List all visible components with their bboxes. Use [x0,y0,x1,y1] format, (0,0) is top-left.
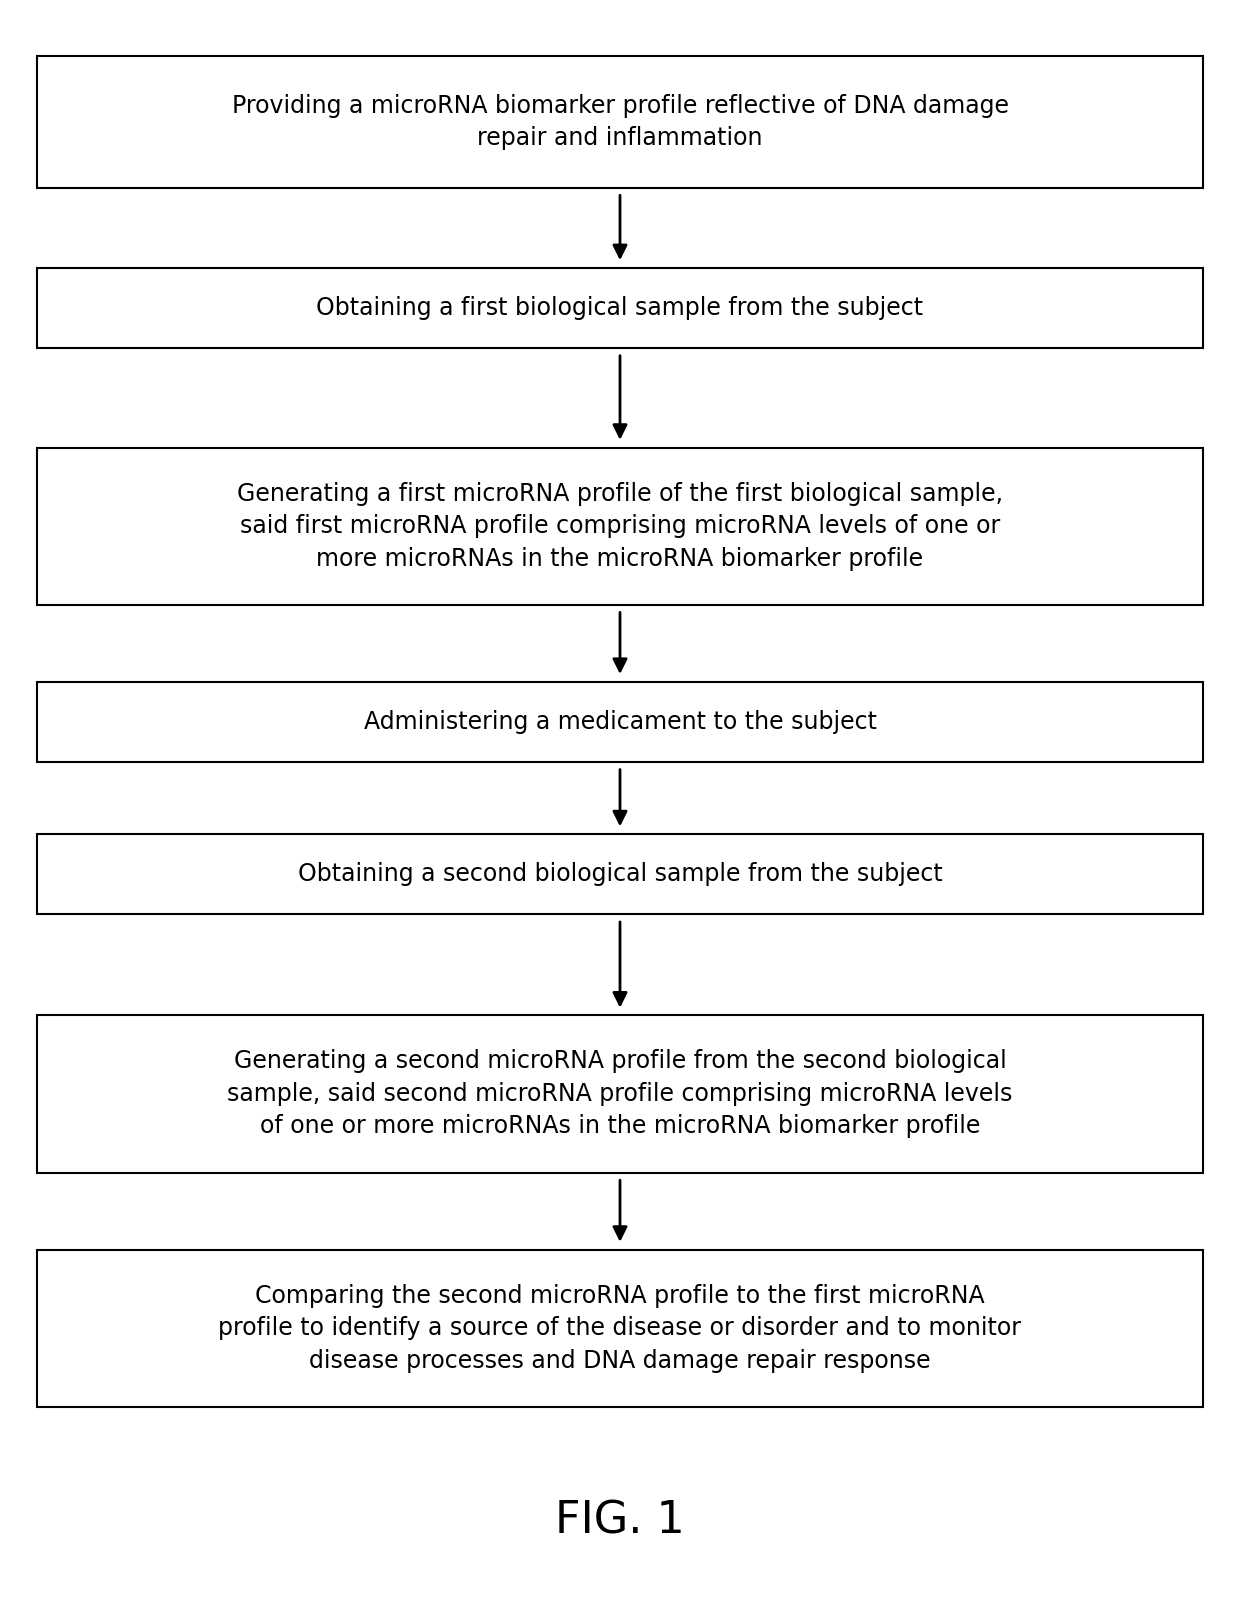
FancyBboxPatch shape [37,56,1203,188]
FancyBboxPatch shape [37,268,1203,348]
Text: Generating a first microRNA profile of the first biological sample,
said first m: Generating a first microRNA profile of t… [237,481,1003,571]
Text: Obtaining a first biological sample from the subject: Obtaining a first biological sample from… [316,297,924,319]
FancyBboxPatch shape [37,1015,1203,1173]
FancyBboxPatch shape [37,834,1203,914]
Text: Generating a second microRNA profile from the second biological
sample, said sec: Generating a second microRNA profile fro… [227,1049,1013,1139]
Text: Obtaining a second biological sample from the subject: Obtaining a second biological sample fro… [298,863,942,885]
Text: Administering a medicament to the subject: Administering a medicament to the subjec… [363,711,877,733]
FancyBboxPatch shape [37,1250,1203,1407]
FancyBboxPatch shape [37,448,1203,605]
Text: Comparing the second microRNA profile to the first microRNA
profile to identify : Comparing the second microRNA profile to… [218,1283,1022,1373]
Text: Providing a microRNA biomarker profile reflective of DNA damage
repair and infla: Providing a microRNA biomarker profile r… [232,93,1008,151]
FancyBboxPatch shape [37,682,1203,762]
Text: FIG. 1: FIG. 1 [556,1500,684,1541]
